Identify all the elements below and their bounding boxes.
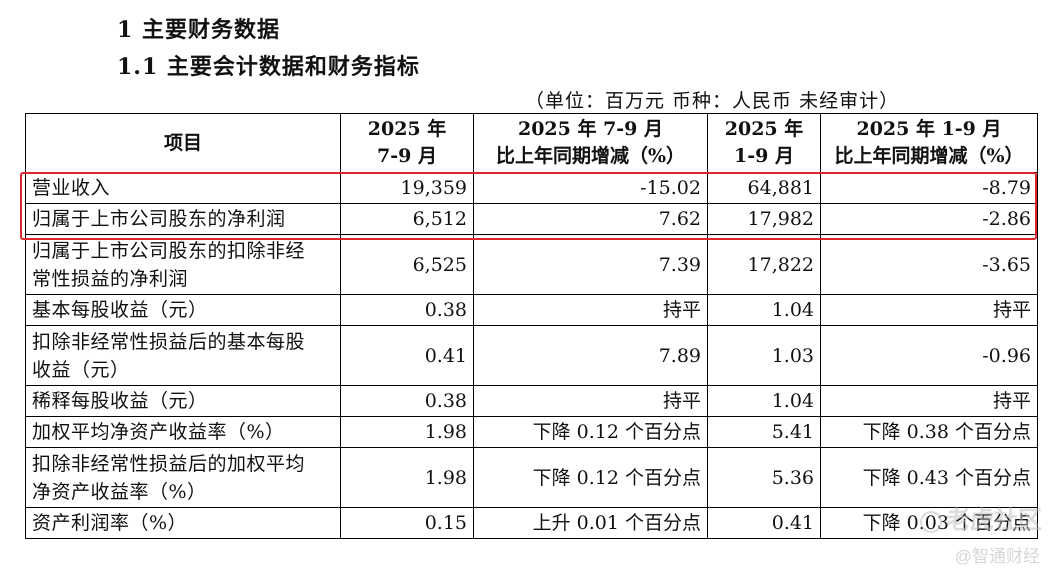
header-ytd-change: 2025 年 1-9 月 比上年同期增减（%） (820, 113, 1038, 173)
cell-ytd: 0.41 (707, 507, 821, 539)
subsection-heading: 1.1 主要会计数据和财务指标 (117, 54, 420, 80)
header-ytd: 2025 年 1-9 月 (707, 113, 821, 173)
cell-q3-change: 7.39 (473, 234, 708, 295)
cell-q3: 1.98 (340, 447, 474, 508)
cell-q3: 19,359 (340, 172, 474, 204)
row-label: 扣除非经常性损益后的加权平均 净资产收益率（%） (25, 447, 341, 508)
cell-ytd-change: -2.86 (820, 203, 1038, 235)
cell-ytd: 17,982 (707, 203, 821, 235)
section-heading: 1 主要财务数据 (117, 17, 280, 43)
row-label: 资产利润率（%） (25, 507, 341, 539)
row-label: 营业收入 (25, 172, 341, 204)
cell-q3-change: 7.62 (473, 203, 708, 235)
table-row: 加权平均净资产收益率（%） 1.98 下降 0.12 个百分点 5.41 下降 … (25, 416, 1038, 448)
cell-q3: 0.15 (340, 507, 474, 539)
row-label: 稀释每股收益（元） (25, 385, 341, 417)
row-label: 归属于上市公司股东的净利润 (25, 203, 341, 235)
cell-ytd: 5.36 (707, 447, 821, 508)
cell-q3-change: 下降 0.12 个百分点 (473, 447, 708, 508)
cell-ytd-change: -3.65 (820, 234, 1038, 295)
table-row: 归属于上市公司股东的净利润 6,512 7.62 17,982 -2.86 (25, 203, 1038, 235)
row-label: 基本每股收益（元） (25, 294, 341, 326)
watermark-primary: 老虎社区 (920, 500, 1042, 535)
cell-ytd: 1.04 (707, 385, 821, 417)
table-row: 营业收入 19,359 -15.02 64,881 -8.79 (25, 172, 1038, 204)
tiger-logo-icon (920, 510, 942, 533)
row-label: 加权平均净资产收益率（%） (25, 416, 341, 448)
cell-q3: 6,525 (340, 234, 474, 295)
cell-q3-change: 上升 0.01 个百分点 (473, 507, 708, 539)
cell-q3-change: -15.02 (473, 172, 708, 204)
header-q3-change: 2025 年 7-9 月 比上年同期增减（%） (473, 113, 708, 173)
cell-q3-change: 下降 0.12 个百分点 (473, 416, 708, 448)
cell-q3: 0.41 (340, 325, 474, 386)
cell-ytd-change: 持平 (820, 294, 1038, 326)
cell-q3-change: 持平 (473, 294, 708, 326)
row-label: 扣除非经常性损益后的基本每股 收益（元） (25, 325, 341, 386)
cell-q3: 6,512 (340, 203, 474, 235)
table-row: 归属于上市公司股东的扣除非经 常性损益的净利润 6,525 7.39 17,82… (25, 234, 1038, 295)
table-row: 稀释每股收益（元） 0.38 持平 1.04 持平 (25, 385, 1038, 417)
cell-ytd-change: 下降 0.38 个百分点 (820, 416, 1038, 448)
cell-q3-change: 7.89 (473, 325, 708, 386)
table-row: 扣除非经常性损益后的基本每股 收益（元） 0.41 7.89 1.03 -0.9… (25, 325, 1038, 386)
table-row: 扣除非经常性损益后的加权平均 净资产收益率（%） 1.98 下降 0.12 个百… (25, 447, 1038, 508)
cell-ytd: 17,822 (707, 234, 821, 295)
unit-note: （单位：百万元 币种：人民币 未经审计） (525, 90, 900, 112)
table-row: 基本每股收益（元） 0.38 持平 1.04 持平 (25, 294, 1038, 326)
cell-q3: 0.38 (340, 294, 474, 326)
financial-data-table: 项目 2025 年 7-9 月 2025 年 7-9 月 比上年同期增减（%） … (25, 113, 1038, 539)
cell-ytd: 1.04 (707, 294, 821, 326)
watermark-secondary: @智通财经 (954, 547, 1040, 566)
table-row: 资产利润率（%） 0.15 上升 0.01 个百分点 0.41 下降 0.03 … (25, 507, 1038, 539)
row-label: 归属于上市公司股东的扣除非经 常性损益的净利润 (25, 234, 341, 295)
header-q3: 2025 年 7-9 月 (340, 113, 474, 173)
cell-ytd: 1.03 (707, 325, 821, 386)
cell-q3: 1.98 (340, 416, 474, 448)
cell-q3-change: 持平 (473, 385, 708, 417)
cell-ytd: 5.41 (707, 416, 821, 448)
table-header-row: 项目 2025 年 7-9 月 2025 年 7-9 月 比上年同期增减（%） … (25, 113, 1038, 173)
cell-ytd-change: 下降 0.43 个百分点 (820, 447, 1038, 508)
cell-ytd-change: -0.96 (820, 325, 1038, 386)
cell-q3: 0.38 (340, 385, 474, 417)
cell-ytd-change: -8.79 (820, 172, 1038, 204)
cell-ytd-change: 持平 (820, 385, 1038, 417)
header-item: 项目 (25, 113, 341, 173)
cell-ytd: 64,881 (707, 172, 821, 204)
